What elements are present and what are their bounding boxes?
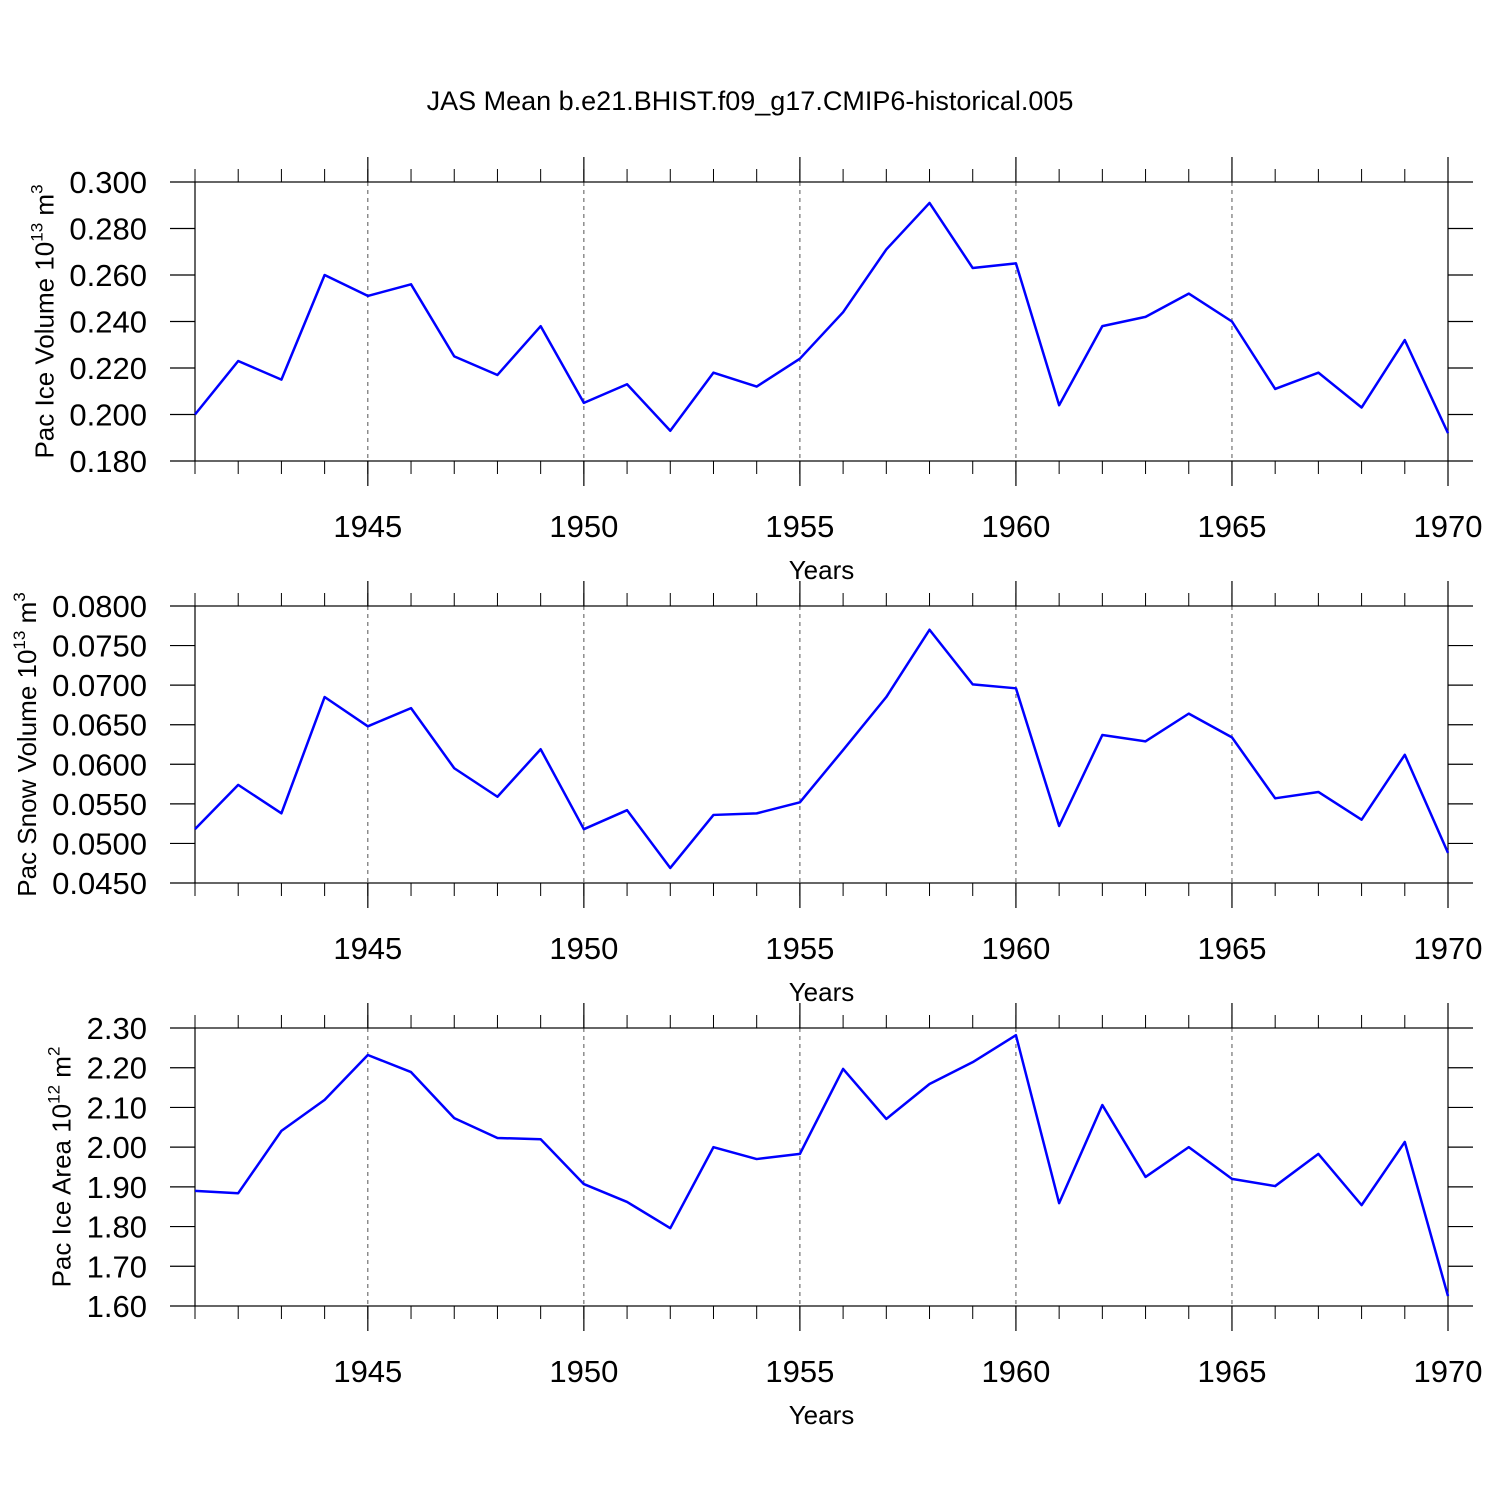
x-tick-label: 1945 [333, 1354, 402, 1389]
data-line [194, 1033, 1450, 1297]
y-axis-label-superscript: 13 [27, 223, 46, 242]
y-tick-label: 0.180 [69, 444, 147, 479]
x-tick-label: 1960 [981, 931, 1050, 966]
y-tick-label: 0.200 [69, 398, 147, 433]
y-tick-label: 0.300 [69, 165, 147, 200]
x-axis-label: Years [789, 1400, 855, 1430]
y-tick-label: 0.0600 [52, 747, 147, 782]
y-tick-label: 1.70 [87, 1249, 147, 1284]
y-tick-label: 0.260 [69, 258, 147, 293]
x-axis-label: Years [789, 555, 855, 585]
x-tick-label: 1955 [765, 509, 834, 544]
x-tick-label: 1970 [1414, 1354, 1483, 1389]
data-line [194, 201, 1450, 434]
y-axis-label-superscript: 2 [45, 1047, 64, 1056]
y-tick-label: 1.60 [87, 1289, 147, 1324]
x-tick-label: 1945 [333, 931, 402, 966]
x-axis-label: Years [789, 977, 855, 1007]
y-tick-label: 0.240 [69, 305, 147, 340]
y-axis-label-part: m [12, 602, 42, 631]
y-axis-label: Pac Ice Area 1012 m2 [45, 1047, 77, 1288]
y-tick-label: 2.20 [87, 1051, 147, 1086]
y-tick-label: 0.280 [69, 212, 147, 247]
y-tick-label: 0.0500 [52, 826, 147, 861]
x-tick-label: 1945 [333, 509, 402, 544]
y-tick-label: 0.220 [69, 351, 147, 386]
y-tick-label: 0.0700 [52, 668, 147, 703]
y-tick-label: 1.90 [87, 1170, 147, 1205]
x-tick-label: 1955 [765, 1354, 834, 1389]
y-axis-label-superscript: 3 [10, 592, 29, 601]
plot-frame [194, 605, 1449, 884]
x-tick-label: 1950 [549, 931, 618, 966]
y-tick-label: 0.0650 [52, 708, 147, 743]
x-tick-label: 1965 [1197, 1354, 1266, 1389]
y-axis-label: Pac Ice Volume 1013 m3 [27, 184, 59, 458]
x-tick-label: 1970 [1414, 931, 1483, 966]
y-tick-label: 1.80 [87, 1210, 147, 1245]
x-tick-label: 1955 [765, 931, 834, 966]
x-tick-label: 1970 [1414, 509, 1483, 544]
y-tick-label: 0.0750 [52, 629, 147, 664]
y-axis-label-part: Pac Ice Volume 10 [29, 242, 59, 459]
y-tick-label: 0.0450 [52, 866, 147, 901]
y-axis-label-part: Pac Ice Area 10 [47, 1104, 77, 1288]
y-tick-label: 2.00 [87, 1130, 147, 1165]
y-axis-label-part: m [47, 1056, 77, 1085]
y-axis-label: Pac Snow Volume 1013 m3 [10, 592, 42, 896]
x-tick-label: 1950 [549, 509, 618, 544]
y-tick-label: 0.0800 [52, 589, 147, 624]
x-tick-label: 1965 [1197, 931, 1266, 966]
y-tick-label: 2.30 [87, 1011, 147, 1046]
x-tick-label: 1960 [981, 509, 1050, 544]
y-axis-label-superscript: 12 [45, 1085, 64, 1104]
y-tick-label: 2.10 [87, 1090, 147, 1125]
y-axis-label-part: Pac Snow Volume 10 [12, 650, 42, 897]
data-line [194, 628, 1450, 870]
plot-frame [194, 1027, 1449, 1307]
y-axis-label-superscript: 13 [10, 631, 29, 650]
y-axis-label-part: m [29, 194, 59, 223]
figure-title: JAS Mean b.e21.BHIST.f09_g17.CMIP6-histo… [427, 86, 1074, 116]
y-axis-label-superscript: 3 [27, 184, 46, 193]
plot-frame [194, 181, 1449, 462]
y-tick-label: 0.0550 [52, 787, 147, 822]
x-tick-label: 1965 [1197, 509, 1266, 544]
x-tick-label: 1950 [549, 1354, 618, 1389]
x-tick-label: 1960 [981, 1354, 1050, 1389]
